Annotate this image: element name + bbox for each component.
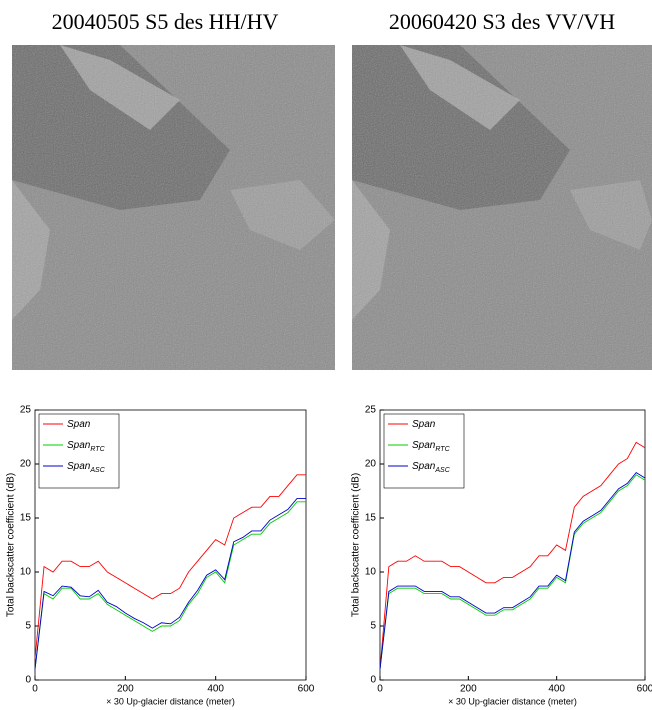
y-tick-label: 20 bbox=[20, 459, 32, 470]
x-axis-label: × 30 Up-glacier distance (meter) bbox=[448, 696, 577, 706]
legend-name: Span bbox=[412, 461, 436, 472]
legend-name: Span bbox=[67, 419, 91, 430]
data-line bbox=[34, 498, 306, 670]
y-axis-label: Total backscatter coefficient (dB) bbox=[351, 473, 362, 617]
data-line bbox=[379, 474, 646, 670]
y-tick-label: 5 bbox=[370, 621, 376, 632]
legend-name: Span bbox=[412, 440, 436, 451]
y-tick-label: 20 bbox=[365, 459, 377, 470]
sar-image bbox=[12, 45, 335, 370]
y-axis-label: Total backscatter coefficient (dB) bbox=[6, 473, 17, 617]
data-line bbox=[34, 474, 306, 659]
y-tick-label: 25 bbox=[365, 405, 377, 416]
x-axis-label: × 30 Up-glacier distance (meter) bbox=[106, 696, 235, 706]
legend-subscript: ASC bbox=[434, 467, 450, 474]
y-tick-label: 5 bbox=[25, 621, 31, 632]
x-tick-label: 0 bbox=[377, 684, 383, 695]
x-tick-label: 600 bbox=[298, 684, 315, 695]
x-tick-label: 0 bbox=[32, 684, 38, 695]
legend-subscript: RTC bbox=[90, 446, 105, 453]
legend-name: Span bbox=[67, 440, 91, 451]
x-tick-label: 200 bbox=[117, 684, 134, 695]
legend-name: Span bbox=[67, 461, 91, 472]
x-tick-label: 400 bbox=[548, 684, 565, 695]
y-tick-label: 0 bbox=[25, 675, 31, 686]
legend-subscript: RTC bbox=[435, 446, 450, 453]
y-tick-label: 10 bbox=[365, 567, 377, 578]
data-line bbox=[34, 501, 306, 670]
x-tick-label: 600 bbox=[637, 684, 652, 695]
y-tick-label: 0 bbox=[370, 675, 376, 686]
image-title: 20040505 S5 des HH/HV bbox=[52, 9, 279, 34]
legend-label: SpanRTC bbox=[67, 440, 106, 453]
image-title: 20060420 S3 des VV/VH bbox=[389, 9, 615, 34]
legend-subscript: ASC bbox=[89, 467, 105, 474]
data-line bbox=[379, 472, 646, 670]
legend-label: SpanASC bbox=[412, 461, 451, 474]
x-tick-label: 400 bbox=[207, 684, 224, 695]
x-tick-label: 200 bbox=[460, 684, 477, 695]
data-line bbox=[379, 441, 646, 670]
legend-label: SpanRTC bbox=[412, 440, 451, 453]
y-tick-label: 10 bbox=[20, 567, 32, 578]
legend-name: Span bbox=[412, 419, 436, 430]
legend-label: Span bbox=[67, 419, 91, 430]
y-tick-label: 15 bbox=[365, 513, 377, 524]
y-tick-label: 15 bbox=[20, 513, 32, 524]
legend-box bbox=[38, 413, 120, 489]
legend-label: Span bbox=[412, 419, 436, 430]
y-tick-label: 25 bbox=[20, 405, 32, 416]
sar-image bbox=[352, 45, 652, 370]
legend-box bbox=[383, 413, 465, 489]
legend-label: SpanASC bbox=[67, 461, 106, 474]
